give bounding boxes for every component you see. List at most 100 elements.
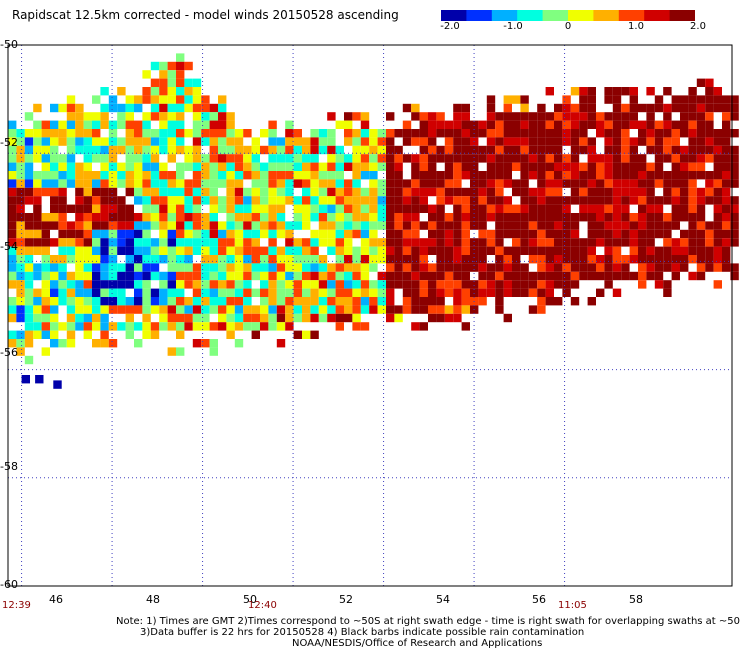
swath-cell: [646, 129, 655, 138]
swath-cell: [688, 238, 697, 247]
swath-cell: [646, 255, 655, 264]
swath-cell: [8, 297, 17, 306]
swath-cell: [134, 297, 143, 306]
swath-cell: [243, 297, 252, 306]
swath-cell: [621, 145, 630, 155]
swath-cell: [587, 120, 596, 129]
swath-cell: [386, 297, 395, 306]
swath-cell: [327, 154, 336, 163]
swath-cell: [386, 171, 395, 180]
swath-cell: [83, 213, 92, 222]
swath-cell: [66, 112, 76, 121]
swath-cell: [654, 103, 664, 113]
swath-cell: [402, 229, 412, 239]
swath-cell: [352, 229, 361, 239]
swath-cell: [58, 120, 67, 129]
swath-cell: [24, 355, 34, 365]
swath-cell: [587, 229, 596, 239]
swath-cell: [260, 280, 269, 289]
swath-cell: [688, 213, 697, 222]
swath-cell: [579, 246, 588, 255]
swath-cell: [713, 129, 722, 138]
swath-cell: [92, 171, 101, 180]
swath-cell: [125, 162, 134, 171]
swath-cell: [461, 103, 470, 113]
swath-cell: [234, 322, 244, 331]
swath-cell: [83, 196, 92, 205]
swath-cell: [159, 221, 168, 230]
swath-cell: [159, 280, 168, 289]
swath-cell: [478, 179, 487, 188]
swath-cell: [495, 187, 504, 197]
swath-cell: [125, 221, 134, 230]
swath-cell: [176, 204, 185, 213]
swath-cell: [570, 271, 580, 281]
swath-cell: [570, 137, 580, 146]
swath-cell: [327, 112, 336, 121]
swath-cell: [24, 229, 34, 239]
swath-cell: [444, 238, 454, 247]
note-line-3: NOAA/NESDIS/Office of Research and Appli…: [292, 638, 543, 649]
swath-cell: [512, 137, 521, 146]
swath-cell: [50, 305, 59, 314]
swath-cell: [150, 305, 160, 314]
swath-cell: [503, 246, 512, 255]
swath-cell: [167, 263, 176, 272]
swath-cell: [83, 330, 92, 339]
swath-cell: [192, 78, 202, 87]
swath-cell: [537, 112, 546, 121]
swath-cell: [293, 297, 302, 306]
swath-cell: [201, 120, 210, 129]
swath-cell: [369, 305, 378, 314]
swath-cell: [344, 313, 353, 323]
swath-cell: [428, 238, 437, 247]
swath-cell: [646, 145, 655, 155]
swath-cell: [226, 187, 235, 197]
swath-cell: [33, 305, 42, 314]
swath-cell: [604, 263, 613, 272]
swath-cell: [117, 204, 126, 213]
swath-cell: [41, 238, 50, 247]
swath-cell: [705, 154, 714, 163]
swath-cell: [369, 179, 378, 188]
swath-cell: [33, 120, 42, 129]
swath-cell: [621, 154, 630, 163]
swath-cell: [117, 288, 126, 297]
swath-cell: [209, 129, 218, 138]
swath-cell: [8, 204, 17, 213]
swath-cell: [596, 196, 605, 205]
swath-cell: [545, 196, 554, 205]
swath-cell: [108, 339, 118, 348]
swath-cell: [696, 171, 706, 180]
swath-cell: [41, 129, 50, 138]
swath-cell: [562, 213, 571, 222]
swath-cell: [352, 145, 361, 155]
swath-cell: [268, 129, 277, 138]
swath-cell: [184, 145, 193, 155]
swath-cell: [201, 171, 210, 180]
swath-cell: [562, 238, 571, 247]
swath-cell: [402, 238, 412, 247]
swath-cell: [688, 271, 697, 281]
swath-cell: [125, 171, 134, 180]
swath-cell: [8, 263, 17, 272]
swath-cell: [344, 288, 353, 297]
swath-cell: [209, 305, 218, 314]
swath-cell: [209, 179, 218, 188]
swath-cell: [150, 221, 160, 230]
swath-cell: [218, 145, 227, 155]
swath-cell: [209, 246, 218, 255]
swath-cell: [243, 187, 252, 197]
swath-cell: [159, 246, 168, 255]
swath-cell: [100, 179, 109, 188]
swath-cell: [545, 255, 554, 264]
swath-cell: [638, 129, 647, 138]
swath-cell: [428, 246, 437, 255]
swath-cell: [302, 255, 311, 264]
swath-cell: [554, 229, 563, 239]
swath-cell: [16, 145, 25, 155]
swath-cell: [671, 103, 680, 113]
swath-cell: [360, 297, 370, 306]
swath-cell: [293, 213, 302, 222]
swath-cell: [696, 95, 706, 104]
